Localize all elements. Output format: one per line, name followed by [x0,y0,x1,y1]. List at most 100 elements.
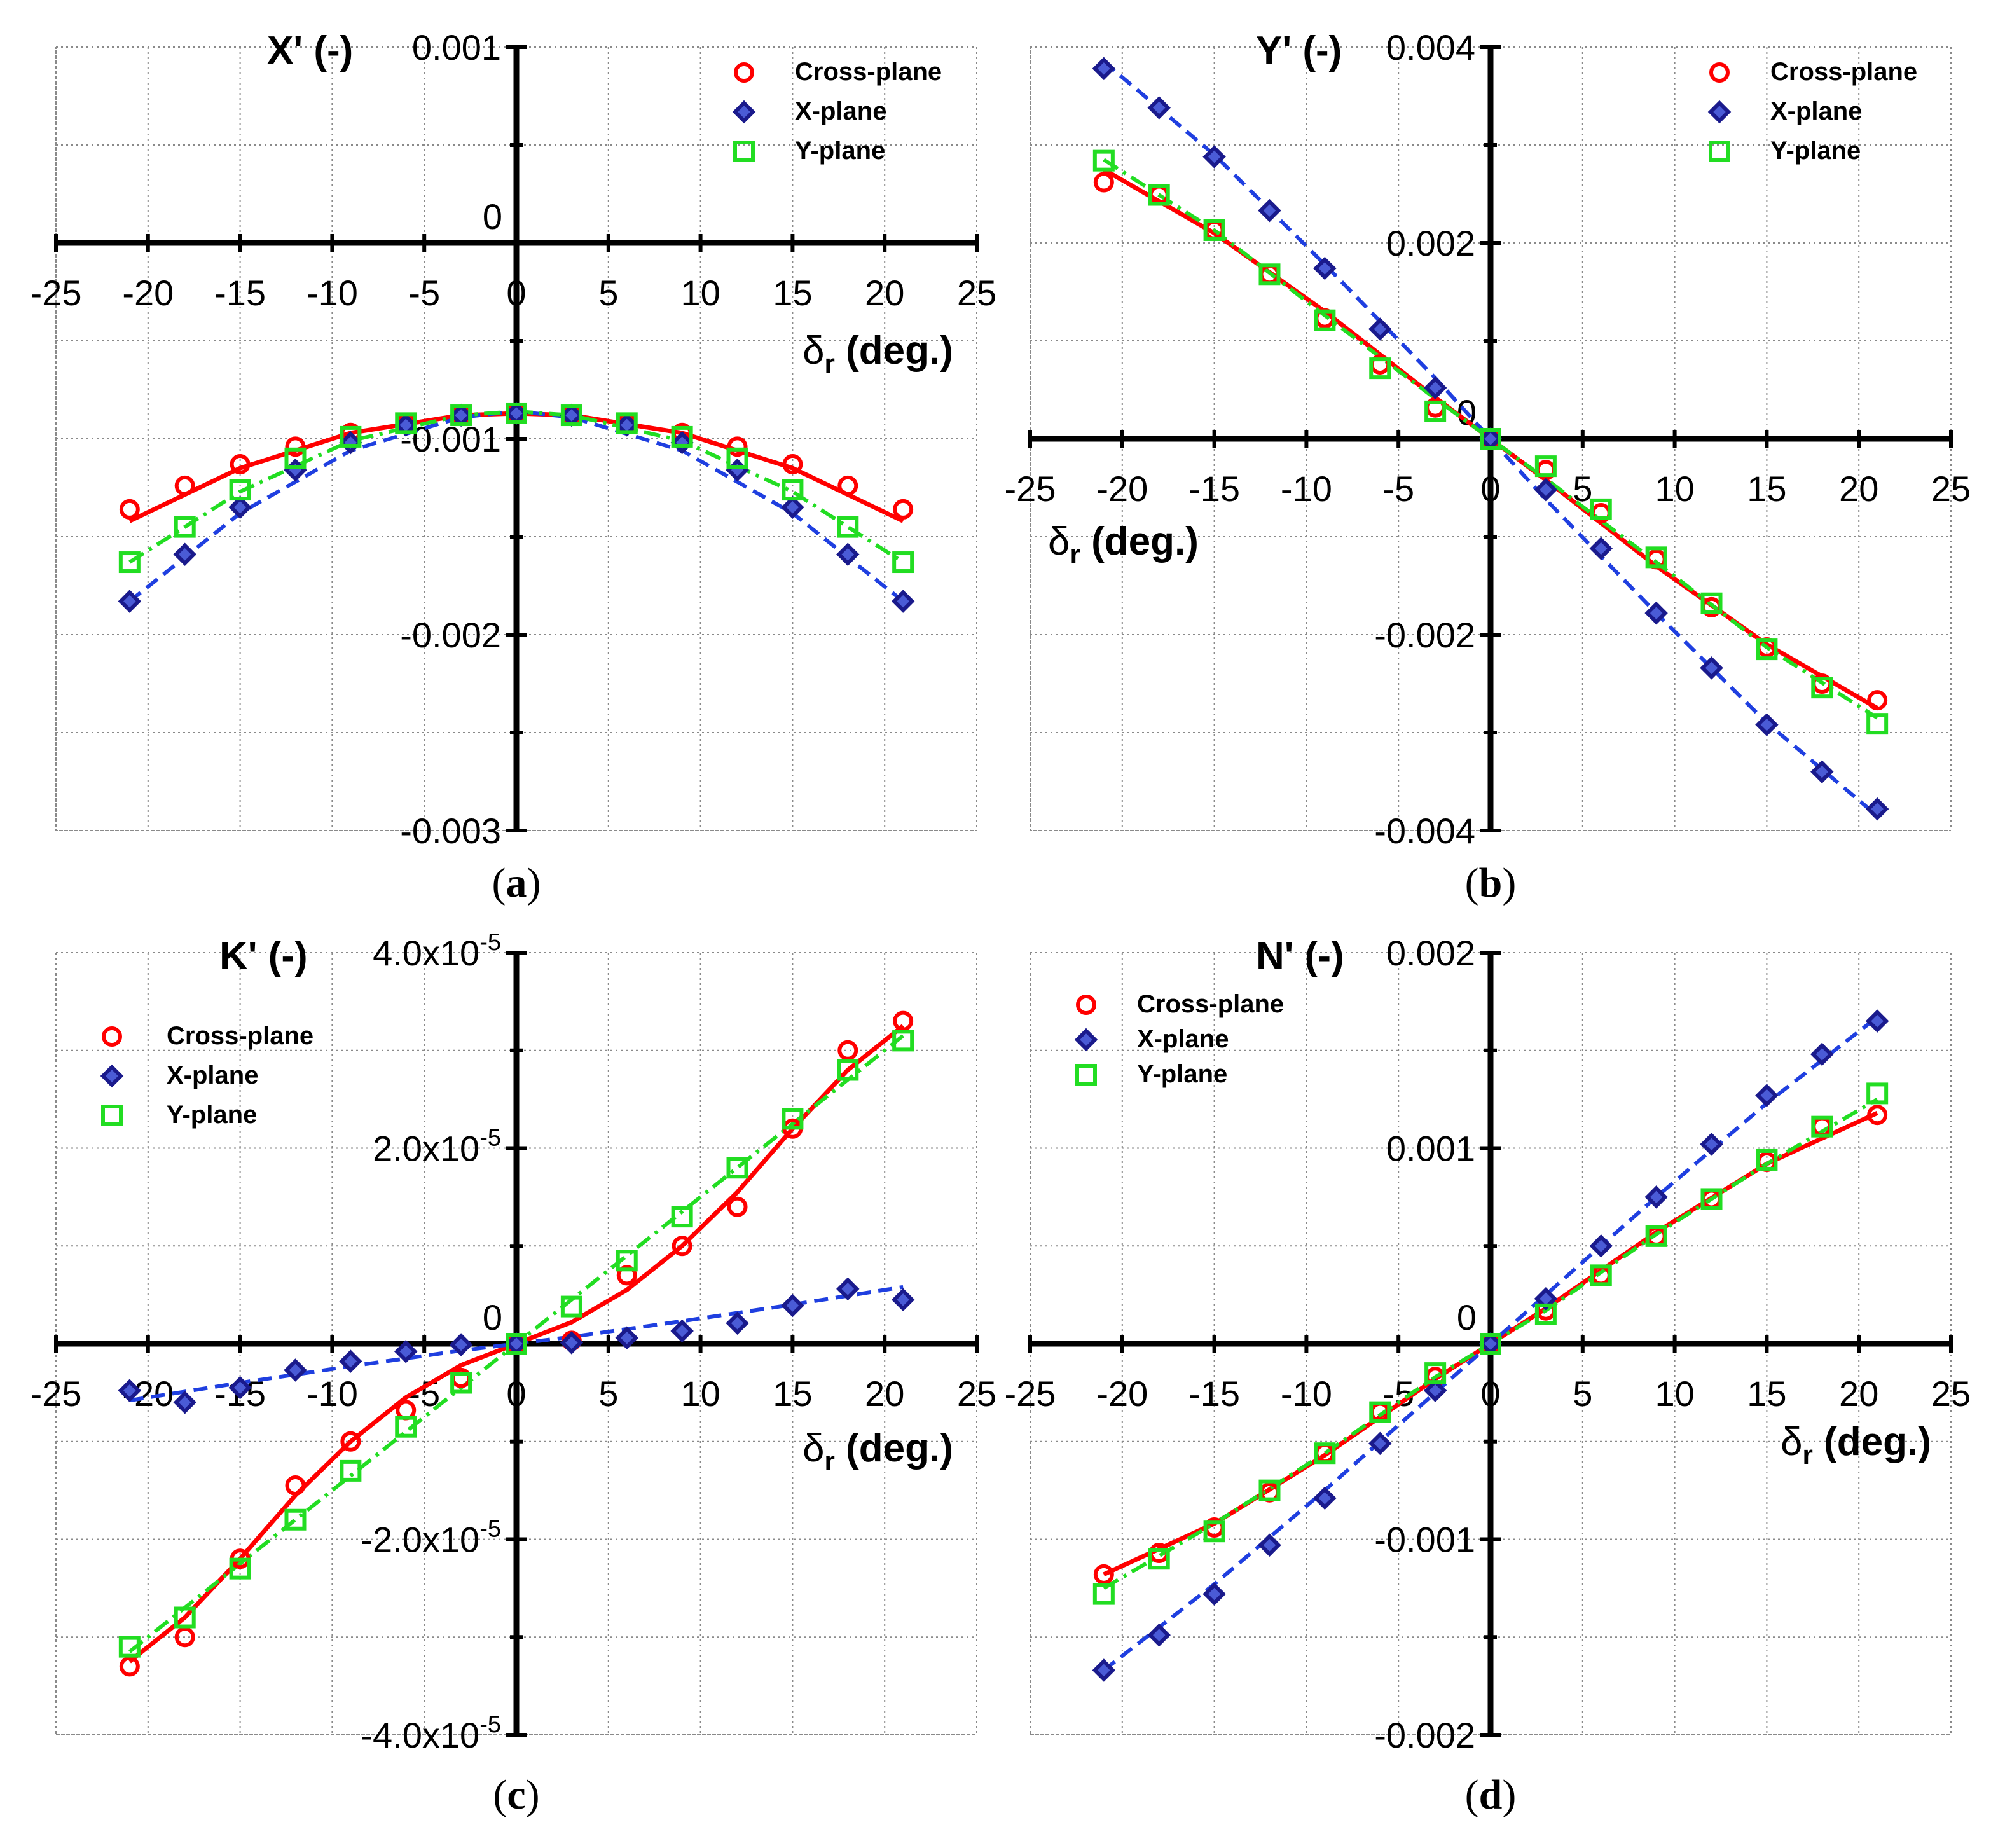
data-point-y-plane [726,447,748,469]
legend-label-x-plane: X-plane [795,97,886,125]
legend-marker-y-plane [101,1105,123,1126]
data-point-y-plane [395,1416,417,1438]
data-point-cross-plane [230,454,251,475]
x-tick-label: 0 [506,273,526,313]
x-tick-label: -5 [408,273,440,313]
y-tick-label: -0.002 [1374,1715,1475,1755]
x-tick-label: -25 [31,273,82,313]
data-point-y-plane [1866,1082,1889,1105]
data-point-y-plane [229,1557,251,1580]
x-tick-label: 5 [598,1374,618,1414]
x-tick-label: 10 [1655,1374,1694,1414]
data-point-x-plane [449,1333,473,1356]
x-tick-label: 25 [957,273,996,313]
x-tick-label: -25 [1005,469,1056,509]
chart-panel-a: -25 -20 -15 -10 -5 0 5 10 15 20 250.0010-0.001-0.0… [31,27,997,906]
data-point-y-plane [450,404,472,427]
data-point-x-plane [118,590,142,613]
legend-marker-x-plane [1074,1028,1098,1052]
data-point-x-plane [1700,656,1723,680]
data-point-x-plane [284,1358,307,1382]
y-tick-label: 0 [483,1297,502,1337]
data-point-cross-plane [340,1431,361,1452]
data-point-y-plane [1590,498,1612,520]
data-point-x-plane [1810,1042,1834,1066]
data-point-cross-plane [1867,1105,1888,1126]
data-point-y-plane [1811,677,1833,699]
data-point-x-plane [1644,601,1668,625]
x-tick-label: 5 [1573,1374,1592,1414]
data-point-x-plane [1258,1533,1281,1557]
data-point-y-plane [1866,713,1889,735]
data-point-cross-plane [672,1236,692,1257]
data-point-x-plane [1202,145,1226,169]
data-point-y-plane [1314,309,1336,331]
data-point-y-plane [1258,1479,1281,1501]
data-point-y-plane [284,1508,307,1531]
data-point-x-plane [228,495,252,520]
data-point-x-plane [781,495,804,520]
y-tick-label: 2.0x10-5 [373,1125,501,1169]
data-point-x-plane [394,1340,418,1363]
y-tick-label: 0 [483,197,502,237]
data-point-y-plane [892,551,914,574]
data-point-y-plane [726,1157,748,1179]
x-tick-label: -10 [307,273,358,313]
data-point-cross-plane [285,1475,306,1496]
y-tick-label: -4.0x10-5 [361,1711,501,1755]
x-axis-label: δr (deg.) [1781,1420,1931,1470]
y-tick-label: -0.001 [1374,1520,1475,1560]
data-point-cross-plane [727,436,748,457]
y-tick-label: -0.003 [400,811,501,851]
data-point-cross-plane [119,1656,140,1677]
data-point-y-plane [892,1030,914,1052]
x-tick-label: 10 [680,273,720,313]
data-point-x-plane [836,542,860,566]
data-point-y-plane [1811,1115,1833,1138]
legend-label-cross-plane: Cross-plane [167,1022,313,1050]
data-point-y-plane [1258,263,1281,286]
chart-title: N' (-) [1256,934,1344,978]
data-point-x-plane [1865,797,1889,821]
data-point-x-plane [891,590,915,613]
legend-label-y-plane: Y-plane [795,137,885,165]
data-point-x-plane [560,1331,584,1355]
chart-title: X' (-) [267,29,353,72]
data-point-x-plane [1092,57,1116,81]
data-point-y-plane [616,412,638,434]
data-point-x-plane [1423,376,1447,400]
data-point-y-plane [174,516,196,538]
data-point-y-plane [1645,546,1667,569]
x-tick-label: 25 [1931,469,1971,509]
data-point-x-plane [726,1311,749,1335]
data-point-x-plane [670,1319,694,1343]
data-point-y-plane [284,447,307,469]
data-point-x-plane [118,1379,142,1403]
chart-panel-c: -25-20-15-10-505101520254.0x10-52.0x10-5… [31,929,997,1818]
data-point-y-plane [1424,400,1447,422]
data-point-y-plane [506,402,527,424]
y-tick-label: 0.001 [412,27,501,67]
data-point-x-plane [394,413,418,437]
x-tick-label: 25 [1931,1374,1971,1414]
legend-label-cross-plane: Cross-plane [1137,990,1284,1018]
x-tick-label: 15 [1747,1374,1786,1414]
y-tick-label: 0.004 [1386,27,1475,67]
data-point-y-plane [671,425,693,448]
data-point-cross-plane [1867,690,1888,711]
data-point-x-plane [1313,256,1337,280]
data-point-cross-plane [893,1010,914,1031]
data-point-y-plane [450,1372,472,1394]
legend-label-cross-plane: Cross-plane [795,58,942,86]
data-point-x-plane [836,1277,860,1301]
data-point-y-plane [616,1250,638,1272]
legend-marker-y-plane [1075,1064,1097,1086]
data-point-cross-plane [285,436,306,457]
legend-marker-x-plane [100,1064,124,1088]
legend-label-y-plane: Y-plane [1137,1060,1227,1088]
series-line-y-plane [128,409,904,564]
data-point-y-plane [1480,428,1501,450]
x-tick-label: -20 [122,273,174,313]
